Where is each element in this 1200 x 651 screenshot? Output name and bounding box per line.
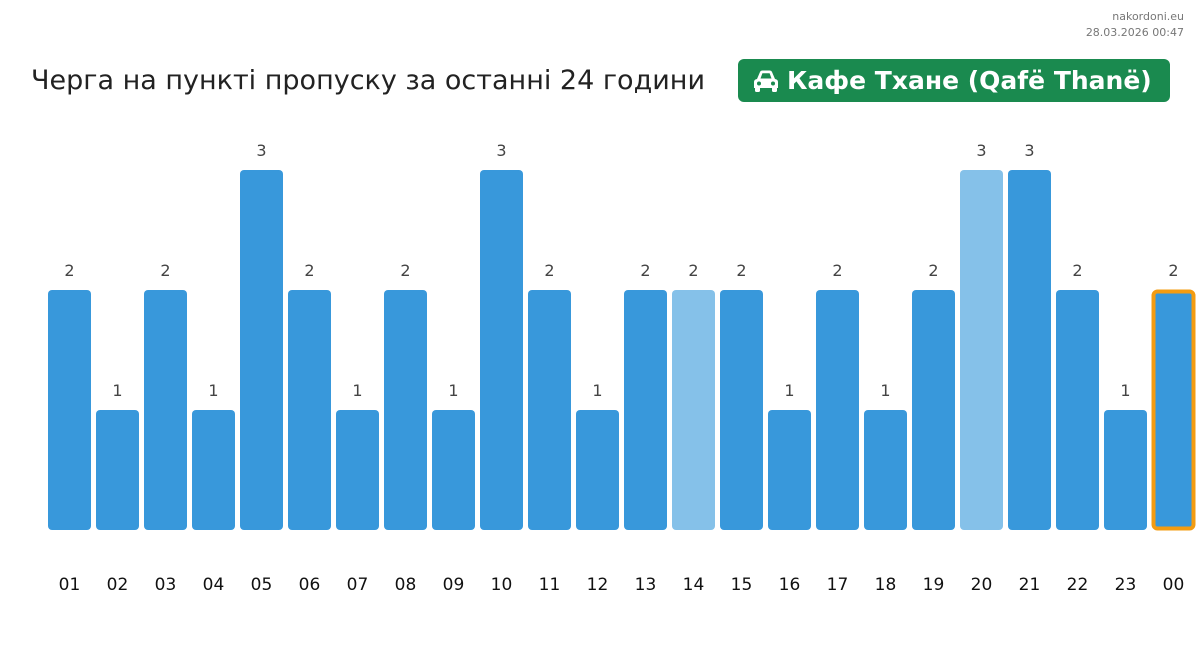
bar-07 xyxy=(336,410,379,530)
value-label-14: 2 xyxy=(688,261,698,280)
value-label-03: 2 xyxy=(160,261,170,280)
value-label-21: 3 xyxy=(1024,141,1034,160)
bar-13 xyxy=(624,290,667,530)
bar-01 xyxy=(48,290,91,530)
tick-label-14: 14 xyxy=(683,575,705,595)
source-timestamp: 28.03.2026 00:47 xyxy=(1085,26,1184,39)
value-label-06: 2 xyxy=(304,261,314,280)
bar-02 xyxy=(96,410,139,530)
bar-16 xyxy=(768,410,811,530)
source-block: nakordoni.eu 28.03.2026 00:47 xyxy=(1086,9,1184,41)
tick-label-19: 19 xyxy=(923,575,945,595)
tick-label-11: 11 xyxy=(539,575,561,595)
value-label-17: 2 xyxy=(832,261,842,280)
value-label-19: 2 xyxy=(928,261,938,280)
value-label-10: 3 xyxy=(496,141,506,160)
tick-label-20: 20 xyxy=(971,575,993,595)
tick-label-03: 03 xyxy=(155,575,177,595)
value-label-23: 1 xyxy=(1120,381,1130,400)
checkpoint-name: Кафе Тхане (Qafë Thanë) xyxy=(787,66,1152,95)
value-label-18: 1 xyxy=(880,381,890,400)
bar-08 xyxy=(384,290,427,530)
tick-label-22: 22 xyxy=(1067,575,1089,595)
value-label-22: 2 xyxy=(1072,261,1082,280)
value-label-08: 2 xyxy=(400,261,410,280)
bar-04 xyxy=(192,410,235,530)
value-label-01: 2 xyxy=(64,261,74,280)
value-label-20: 3 xyxy=(976,141,986,160)
chart-title: Черга на пункті пропуску за останні 24 г… xyxy=(31,65,705,96)
bar-03 xyxy=(144,290,187,530)
value-label-11: 2 xyxy=(544,261,554,280)
checkpoint-badge: Кафе Тхане (Qafë Thanë) xyxy=(738,59,1170,102)
bar-19 xyxy=(912,290,955,530)
bar-18 xyxy=(864,410,907,530)
bar-05 xyxy=(240,170,283,530)
bar-14 xyxy=(672,290,715,530)
value-label-09: 1 xyxy=(448,381,458,400)
bar-21 xyxy=(1008,170,1051,530)
tick-label-07: 07 xyxy=(347,575,369,595)
value-label-13: 2 xyxy=(640,261,650,280)
value-label-02: 1 xyxy=(112,381,122,400)
bar-12 xyxy=(576,410,619,530)
bar-00 xyxy=(1151,289,1196,531)
tick-label-02: 02 xyxy=(107,575,129,595)
value-label-04: 1 xyxy=(208,381,218,400)
bar-20 xyxy=(960,170,1003,530)
tick-label-06: 06 xyxy=(299,575,321,595)
bar-22 xyxy=(1056,290,1099,530)
bar-09 xyxy=(432,410,475,530)
value-label-05: 3 xyxy=(256,141,266,160)
value-label-07: 1 xyxy=(352,381,362,400)
tick-label-23: 23 xyxy=(1115,575,1137,595)
tick-label-21: 21 xyxy=(1019,575,1041,595)
tick-label-04: 04 xyxy=(203,575,225,595)
value-label-00: 2 xyxy=(1168,261,1178,280)
tick-label-00: 00 xyxy=(1163,575,1185,595)
tick-label-13: 13 xyxy=(635,575,657,595)
tick-label-15: 15 xyxy=(731,575,753,595)
tick-label-12: 12 xyxy=(587,575,609,595)
tick-label-17: 17 xyxy=(827,575,849,595)
bar-15 xyxy=(720,290,763,530)
bar-11 xyxy=(528,290,571,530)
tick-label-10: 10 xyxy=(491,575,513,595)
tick-label-05: 05 xyxy=(251,575,273,595)
value-label-12: 1 xyxy=(592,381,602,400)
bar-10 xyxy=(480,170,523,530)
source-site: nakordoni.eu xyxy=(1112,10,1184,23)
value-label-15: 2 xyxy=(736,261,746,280)
bar-23 xyxy=(1104,410,1147,530)
tick-label-16: 16 xyxy=(779,575,801,595)
value-label-16: 1 xyxy=(784,381,794,400)
tick-label-18: 18 xyxy=(875,575,897,595)
car-icon xyxy=(754,70,778,92)
bar-06 xyxy=(288,290,331,530)
bar-17 xyxy=(816,290,859,530)
tick-label-01: 01 xyxy=(59,575,81,595)
tick-label-09: 09 xyxy=(443,575,465,595)
tick-label-08: 08 xyxy=(395,575,417,595)
